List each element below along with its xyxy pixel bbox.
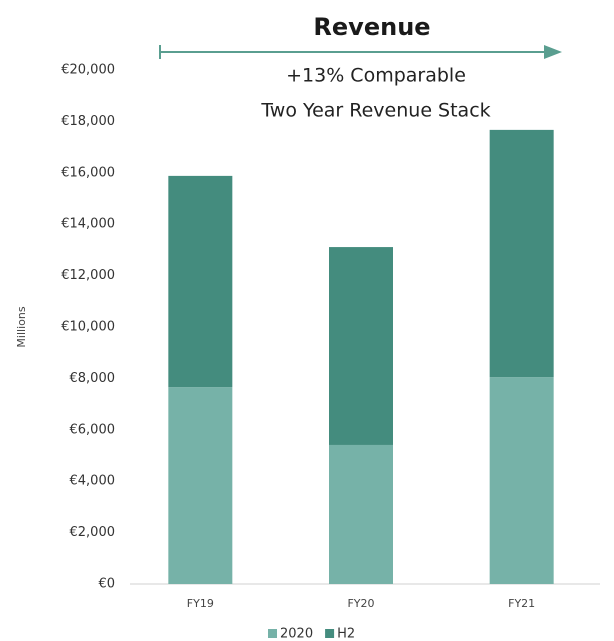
y-tick-label: €0	[98, 577, 115, 592]
legend-label: 2020	[280, 627, 313, 641]
legend-swatch	[325, 629, 335, 638]
x-tick-label: FY21	[508, 597, 535, 610]
bar-segment	[489, 377, 554, 584]
y-tick-label: €4,000	[70, 474, 116, 489]
y-tick-label: €10,000	[61, 320, 115, 335]
y-tick-label: €16,000	[61, 165, 115, 180]
bar-segment	[168, 387, 233, 584]
legend-swatch	[268, 629, 277, 638]
legend-label: H2	[337, 627, 355, 641]
y-tick-label: €20,000	[61, 63, 115, 78]
chart-title: Revenue	[313, 13, 430, 41]
x-tick-label: FY19	[187, 597, 214, 610]
y-axis-label: Millions	[15, 306, 28, 347]
bar-segment	[168, 175, 233, 388]
bar-segment	[329, 247, 393, 445]
annotation: +13% Comparable	[286, 65, 466, 87]
y-tick-label: €12,000	[61, 268, 115, 283]
y-tick-label: €6,000	[70, 422, 116, 437]
annotation: Two Year Revenue Stack	[260, 100, 490, 122]
bar-segment	[489, 129, 554, 378]
y-tick-label: €14,000	[61, 217, 115, 232]
y-tick-label: €8,000	[70, 371, 116, 386]
x-tick-label: FY20	[347, 597, 374, 610]
arrow-head	[544, 45, 562, 59]
y-tick-label: €2,000	[70, 525, 116, 540]
y-tick-label: €18,000	[61, 114, 115, 129]
bar-segment	[329, 444, 393, 584]
